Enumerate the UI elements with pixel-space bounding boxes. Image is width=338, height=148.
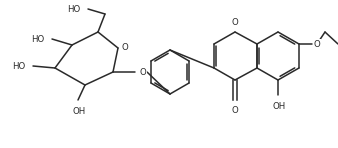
Text: OH: OH <box>72 107 86 116</box>
Text: O: O <box>232 106 238 115</box>
Text: HO: HO <box>12 62 25 70</box>
Text: O: O <box>140 67 147 77</box>
Text: HO: HO <box>31 34 44 44</box>
Text: O: O <box>122 42 129 52</box>
Text: O: O <box>140 67 147 77</box>
Text: OH: OH <box>272 102 286 111</box>
Text: O: O <box>314 40 321 49</box>
Text: O: O <box>232 18 238 27</box>
Text: HO: HO <box>67 4 80 13</box>
